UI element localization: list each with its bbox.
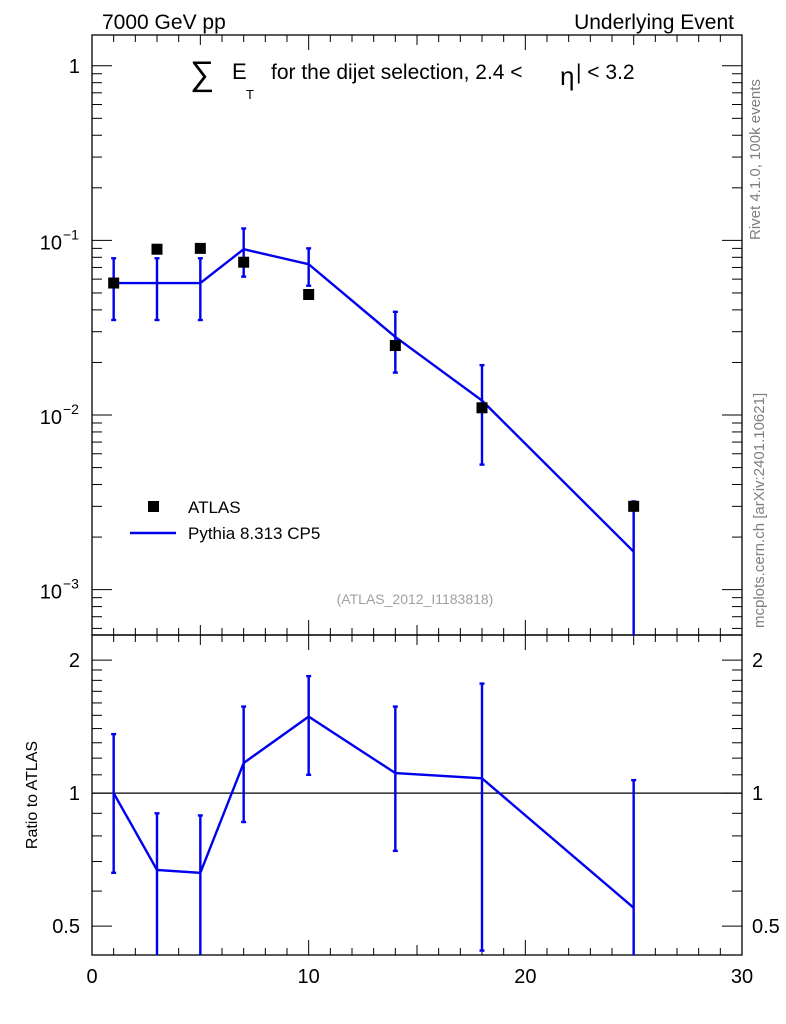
plot-title: ∑ E T for the dijet selection, 2.4 < η |…	[190, 55, 635, 102]
mc-error-bars	[111, 227, 637, 635]
ratio-y-tick-label: 2	[69, 650, 80, 672]
atlas-data-points	[108, 242, 640, 512]
ratio-y-tick-label-right: 1	[752, 783, 763, 805]
mcplots-label: mcplots.cern.ch [arXiv:2401.10621]	[751, 393, 768, 628]
ratio-y-tick-label: 1	[69, 783, 80, 805]
ratio-line	[112, 715, 635, 909]
title-e-subscript: T	[246, 87, 254, 102]
ratio-y-tick-label-right: 0.5	[752, 916, 780, 938]
ratio-error-bars	[111, 674, 637, 955]
y-tick-label-exp: −3	[63, 576, 79, 592]
atlas-data-point	[628, 500, 640, 512]
ratio-y-axis-title: Ratio to ATLAS	[24, 741, 41, 849]
atlas-data-point	[238, 256, 250, 268]
x-tick-label: 20	[514, 966, 536, 988]
title-eta: η	[560, 61, 574, 91]
ratio-axis-ticks	[91, 635, 743, 955]
rivet-label: Rivet 4.1.0, 100k events	[747, 79, 764, 240]
ratio-y-tick-label: 0.5	[52, 916, 80, 938]
legend-atlas-marker	[148, 501, 159, 512]
y-tick-label-base: 10	[40, 407, 62, 429]
ratio-y-tick-labels: 2 1 0.5 2 1 0.5	[52, 650, 780, 938]
ratio-plot-frame	[91, 634, 743, 956]
header-right: Underlying Event	[574, 11, 734, 34]
main-axis-ticks	[91, 35, 743, 635]
mc-line	[113, 247, 635, 553]
atlas-data-point	[151, 243, 163, 255]
atlas-data-point	[303, 288, 315, 300]
x-tick-labels: 0 10 20 30	[86, 966, 753, 988]
main-y-tick-labels: 1 10 −1 10 −2 10 −3	[40, 56, 80, 604]
y-tick-label: 10 −1	[40, 226, 79, 254]
y-tick-label: 1	[69, 56, 80, 78]
x-tick-label: 10	[298, 966, 320, 988]
atlas-data-point	[476, 402, 488, 414]
x-tick-label: 0	[86, 966, 97, 988]
y-tick-label-exp: −2	[63, 401, 79, 417]
y-tick-label: 10 −3	[40, 576, 79, 604]
y-tick-label: 10 −2	[40, 401, 79, 429]
title-tail: | < 3.2	[576, 61, 635, 84]
main-plot-frame	[91, 34, 743, 636]
atlas-data-point	[389, 340, 401, 352]
legend-mc-label: Pythia 8.313 CP5	[188, 524, 320, 543]
y-tick-label-base: 10	[40, 232, 62, 254]
ratio-y-tick-label-right: 2	[752, 650, 763, 672]
title-e: E	[232, 59, 247, 84]
analysis-watermark: (ATLAS_2012_I1183818)	[337, 591, 494, 607]
y-tick-label-exp: −1	[63, 226, 79, 242]
atlas-data-point	[108, 277, 120, 289]
title-sum-symbol: ∑	[190, 55, 214, 93]
title-text: for the dijet selection, 2.4 <	[271, 61, 523, 84]
header-left: 7000 GeV pp	[102, 11, 226, 34]
atlas-data-point	[194, 242, 206, 254]
legend-atlas-label: ATLAS	[188, 498, 241, 517]
legend: ATLAS Pythia 8.313 CP5	[130, 498, 320, 543]
y-tick-label-base: 10	[40, 582, 62, 604]
x-tick-label: 30	[731, 966, 753, 988]
